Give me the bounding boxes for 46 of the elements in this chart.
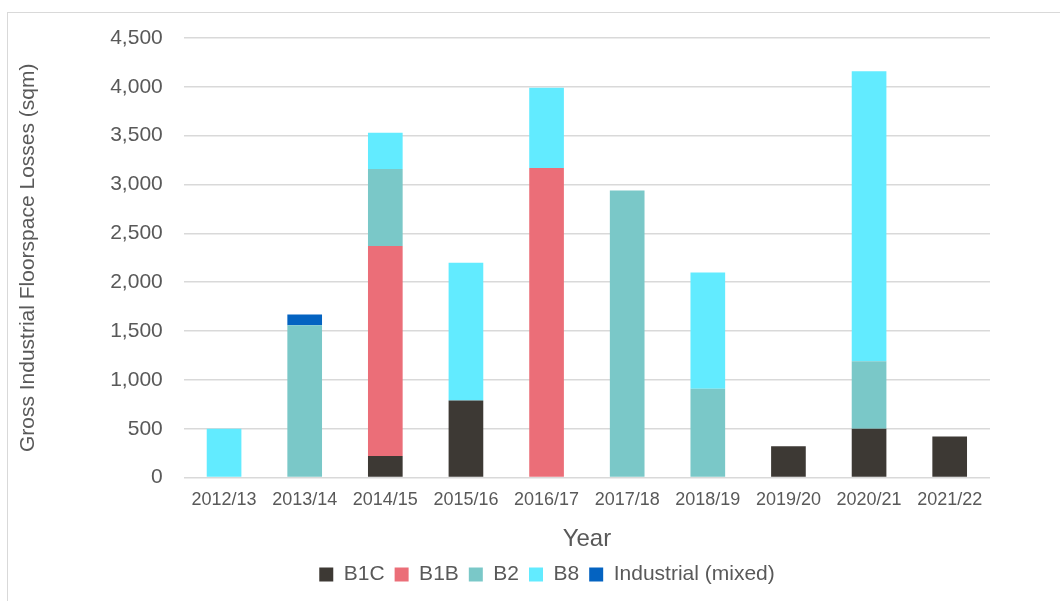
bar <box>287 314 323 326</box>
bar <box>529 167 564 477</box>
x-tick-label: 2019/20 <box>755 489 821 510</box>
bar <box>448 400 484 477</box>
x-tick-label: 2015/16 <box>433 489 499 510</box>
bar <box>448 262 484 401</box>
bar <box>690 388 726 477</box>
legend-label: B1C <box>343 561 385 585</box>
bar <box>851 428 887 477</box>
bar <box>851 71 887 362</box>
x-tick-label: 2014/15 <box>352 489 418 510</box>
x-tick-label: 2013/14 <box>272 489 338 510</box>
legend-label: B1B <box>419 561 459 585</box>
x-axis-title: Year <box>562 524 612 552</box>
y-tick-label: 2,000 <box>110 269 163 293</box>
bar <box>367 246 403 457</box>
y-tick-label: 500 <box>127 415 163 439</box>
bar <box>367 456 403 477</box>
x-tick-label: 2020/21 <box>836 489 902 510</box>
x-tick-label: 2017/18 <box>594 489 660 510</box>
y-tick-label: 3,000 <box>110 171 163 195</box>
y-tick-label: 1,500 <box>110 317 163 341</box>
bar <box>206 428 242 477</box>
x-tick-label: 2012/13 <box>191 489 257 510</box>
legend-label: Industrial (mixed) <box>613 561 775 585</box>
bar <box>367 168 403 247</box>
bar <box>690 272 726 389</box>
y-tick-label: 3,500 <box>110 122 163 146</box>
legend-label: B2 <box>493 561 519 585</box>
bar <box>367 132 403 169</box>
y-axis-title: Gross Industrial Floorspace Losses (sqm) <box>15 63 39 453</box>
bar <box>771 446 806 477</box>
bar <box>609 190 645 477</box>
bar <box>851 361 887 429</box>
bar <box>287 325 323 477</box>
y-tick-label: 0 <box>151 464 163 488</box>
legend-label: B8 <box>553 561 580 585</box>
x-tick-label: 2021/22 <box>917 489 983 510</box>
x-tick-label: 2018/19 <box>675 489 741 510</box>
y-tick-label: 4,000 <box>110 73 163 97</box>
bar <box>529 87 564 168</box>
bar <box>932 436 968 477</box>
y-tick-label: 4,500 <box>110 24 163 48</box>
x-tick-label: 2016/17 <box>514 489 580 510</box>
y-tick-label: 2,500 <box>110 220 163 244</box>
y-tick-label: 1,000 <box>110 366 163 390</box>
